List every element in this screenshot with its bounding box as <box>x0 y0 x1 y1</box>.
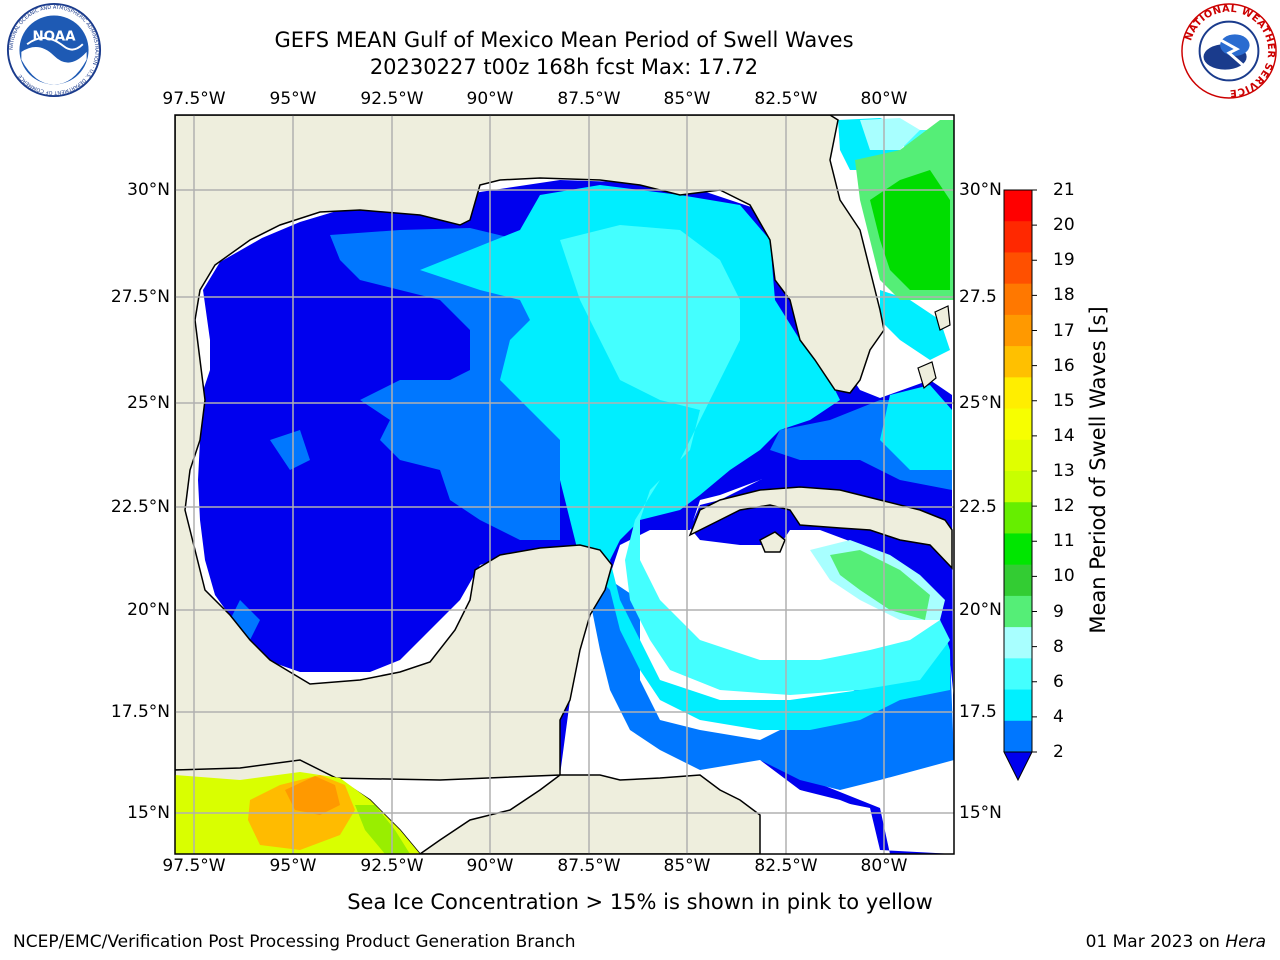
colorbar-segment <box>1004 689 1032 722</box>
lat-label-right: 17.5 <box>959 702 997 722</box>
lon-label-top: 92.5°W <box>360 89 424 109</box>
gulf-period-6-8 <box>420 118 952 730</box>
map-gridlines <box>175 115 954 854</box>
caribbean-nodata <box>760 780 870 848</box>
lon-label-bottom: 80°W <box>860 856 908 876</box>
lat-label-left: 22.5°N <box>110 497 170 517</box>
lat-label-right: 22.5 <box>959 497 997 517</box>
colorbar-segment <box>1004 408 1032 441</box>
gulf-period-8-9 <box>560 130 950 695</box>
colorbar-segment <box>1004 439 1032 472</box>
lon-label-bottom: 92.5°W <box>360 856 424 876</box>
lon-label-bottom: 87.5°W <box>557 856 621 876</box>
lat-label-left: 15°N <box>127 803 170 823</box>
lat-label-right: 15°N <box>959 803 1002 823</box>
colorbar-segment <box>1004 502 1032 534</box>
colorbar-title: Mean Period of Swell Waves [s] <box>1086 306 1110 634</box>
lat-label-left: 17.5°N <box>110 702 170 722</box>
footer-machine: Hera <box>1225 932 1266 952</box>
lon-label-bottom: 97.5°W <box>162 856 226 876</box>
colorbar-segment <box>1004 346 1032 378</box>
bahamas-land <box>917 305 951 390</box>
lon-label-bottom: 95°W <box>269 856 317 876</box>
footer-date-text: 01 Mar 2023 on <box>1085 932 1220 952</box>
lon-label-top: 97.5°W <box>162 89 226 109</box>
colorbar-tick-label: 9 <box>1053 601 1064 622</box>
colorbar-segment <box>1004 595 1032 628</box>
colorbar-segment <box>1004 221 1032 253</box>
lon-label-top: 95°W <box>269 89 317 109</box>
colorbar-segment <box>1004 252 1032 285</box>
north-america-land <box>175 115 885 781</box>
colorbar-segment <box>1004 377 1032 410</box>
lat-label-right: 20°N <box>959 600 1002 620</box>
map-subtitle: 20230227 t00z 168h fcst Max: 17.72 <box>369 55 759 79</box>
lon-label-bottom: 85°W <box>663 856 711 876</box>
pacific-period-12-13 <box>355 805 410 854</box>
noaa-logo: NOAA NATIONAL OCEANIC AND ATMOSPHERIC AD… <box>6 2 102 98</box>
colorbar-segment <box>1004 314 1032 347</box>
colorbar-tick-label: 20 <box>1053 215 1075 236</box>
svg-text:NOAA: NOAA <box>32 29 76 44</box>
lon-label-bottom: 82.5°W <box>754 856 818 876</box>
colorbar-segment <box>1004 658 1032 691</box>
colorbar-tick-label: 18 <box>1053 285 1075 306</box>
map-title: GEFS MEAN Gulf of Mexico Mean Period of … <box>274 28 854 52</box>
colorbar-tick-label: 10 <box>1053 566 1075 587</box>
sea-ice-note: Sea Ice Concentration > 15% is shown in … <box>0 890 1280 914</box>
lon-label-bottom: 90°W <box>466 856 514 876</box>
jamaica-land <box>759 531 786 553</box>
map-frame <box>174 114 955 855</box>
footer-date: 01 Mar 2023 on Hera <box>1086 932 1266 952</box>
lon-label-top: 82.5°W <box>754 89 818 109</box>
colorbar-tick-label: 11 <box>1053 531 1075 552</box>
lat-label-left: 25°N <box>127 393 170 413</box>
lat-label-right: 27.5 <box>959 287 997 307</box>
colorbar-segment <box>1004 471 1032 503</box>
colorbar-tick-label: 8 <box>1053 636 1064 657</box>
pacific-period-17-18 <box>285 776 340 815</box>
lon-label-top: 87.5°W <box>557 89 621 109</box>
colorbar-segment <box>1004 627 1032 659</box>
lon-label-top: 90°W <box>466 89 514 109</box>
colorbar-tick-label: 13 <box>1053 461 1075 481</box>
sea-ice-note-text: Sea Ice Concentration > 15% is shown in … <box>347 890 933 914</box>
colorbar-extend-triangle <box>1003 751 1033 782</box>
colorbar-tick-label: 16 <box>1053 355 1075 376</box>
colorbar <box>1003 189 1037 782</box>
colorbar-tick-label: 19 <box>1053 250 1075 271</box>
lat-label-right: 25°N <box>959 393 1002 413</box>
colorbar-segment <box>1004 564 1032 597</box>
nws-logo: NATIONAL WEATHER SERVICE <box>1181 3 1277 99</box>
colorbar-tick-label: 15 <box>1053 390 1075 411</box>
colorbar-tick-label: 12 <box>1053 496 1075 517</box>
lon-label-top: 85°W <box>663 89 711 109</box>
footer-credit: NCEP/EMC/Verification Post Processing Pr… <box>13 932 576 952</box>
colorbar-segment <box>1004 190 1032 222</box>
map-plot-area <box>175 115 954 854</box>
lon-label-top: 80°W <box>860 89 908 109</box>
colorbar-segment <box>1004 720 1032 753</box>
gulf-period-11-12 <box>870 170 950 290</box>
lat-label-left: 30°N <box>127 180 170 200</box>
gulf-period-9-10 <box>810 118 945 620</box>
colorbar-tick-label: 14 <box>1053 425 1075 446</box>
colorbar-tick-label: 6 <box>1053 671 1064 692</box>
colorbar-tick-label: 4 <box>1053 706 1064 727</box>
colorbar-segment <box>1004 533 1032 566</box>
colorbar-tick-label: 2 <box>1053 742 1064 762</box>
colorbar-segment <box>1004 283 1032 316</box>
lat-label-right: 30°N <box>959 180 1002 200</box>
lat-label-left: 20°N <box>127 600 170 620</box>
colorbar-tick-label: 17 <box>1053 320 1075 341</box>
lat-label-left: 27.5°N <box>110 287 170 307</box>
colorbar-tick-label: 21 <box>1053 180 1075 200</box>
